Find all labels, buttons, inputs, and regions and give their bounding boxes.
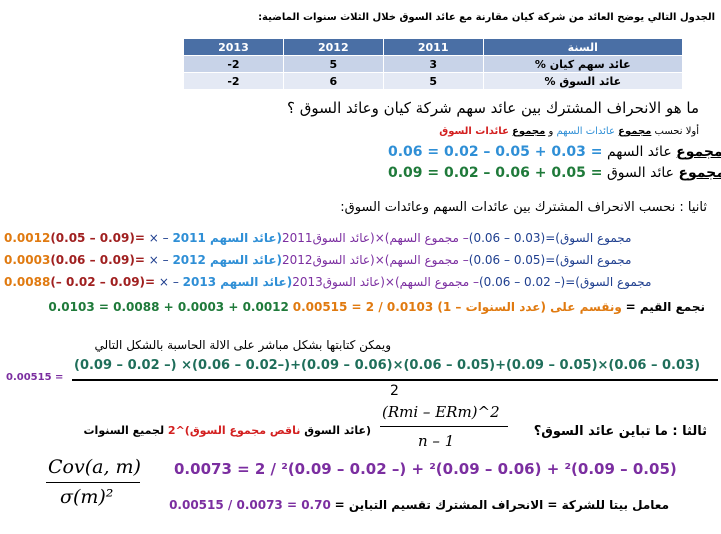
question-1: ما هو الانحراف المشترك بين عائد سهم شركة… <box>287 99 699 117</box>
cov-stock-diff: – مجموع السوق)=(0.05 – 0.06) <box>162 253 632 267</box>
stock-sum-word: مجموع <box>676 144 721 160</box>
cov-mid: – مجموع السهم)×(عائد السوق2012 <box>282 253 469 267</box>
header-2013: 2013 <box>183 38 284 56</box>
intro-text: الجدول التالي يوضح العائد من شركة كيان م… <box>258 12 715 23</box>
stock-sum-line: 0.06 = 0.02 – 0.05 + 0.03 = عائد السهم م… <box>388 144 721 160</box>
table-cell: -2 <box>183 72 284 90</box>
cov-start: (عائد السهم 2011 <box>172 231 283 245</box>
sum-label: نجمع القيم = <box>625 300 705 314</box>
market-sum-label: عائد السوق <box>606 165 674 181</box>
variance-expr: 0.0073 = 2 / ²(0.09 – 0.02 –) + ²(0.09 –… <box>174 460 677 478</box>
cov-result: 0.0012 <box>4 231 51 245</box>
stock-sum-label: عائد السهم <box>606 144 672 160</box>
variance-desc-b: ناقص <box>269 424 301 437</box>
table-row: -2 5 3 عائد سهم كيان % <box>183 55 684 73</box>
header-year: السنة <box>482 38 684 56</box>
first-step-term1: مجموع <box>618 126 652 137</box>
table-header-row: 2013 2012 2011 السنة <box>183 38 684 56</box>
first-step-label2: عائدات السوق <box>439 126 509 137</box>
first-step-prefix: أولا نحسب <box>654 126 699 137</box>
cov-times: × <box>148 253 159 267</box>
first-step-conj: و <box>548 126 554 137</box>
cov-market-diff: (0.06 – 0.09)= <box>50 253 145 267</box>
direct-denominator: 2 <box>390 383 399 399</box>
table-cell: عائد سهم كيان % <box>482 55 684 73</box>
calc-note: ويمكن كتابتها بشكل مباشر على الالة الحاس… <box>94 338 391 352</box>
cov-mid: – مجموع السهم)×(عائد السوق2011 <box>282 231 469 245</box>
sum-expr: 0.0012 + 0.0003 + 0.0088 = 0.0103 <box>48 300 289 314</box>
cov-stock-diff: – مجموع السوق)=(0.03 – 0.06) <box>162 231 632 245</box>
market-sum-expr: 0.09 = 0.02 – 0.06 + 0.05 = <box>388 165 603 181</box>
table-cell: 3 <box>382 55 484 73</box>
header-2011: 2011 <box>382 38 484 56</box>
sum-line: ونقسم على (عدد السنوات – 1) 0.0103 / 2 =… <box>48 300 705 314</box>
table-cell: عائد السوق % <box>482 72 684 90</box>
cov-stock-diff: – مجموع السوق)=(– 0.02 – 0.06) <box>172 275 652 289</box>
table-cell: -2 <box>183 55 284 73</box>
beta-frac-den: σ(m)² <box>60 486 114 508</box>
variance-frac-bar <box>380 426 508 427</box>
stock-sum-expr: 0.06 = 0.02 – 0.05 + 0.03 = <box>388 144 603 160</box>
variance-desc-c: مجموع السوق)^2 <box>167 424 267 437</box>
question-3: ثالثا : ما تباين عائد السوق؟ <box>533 424 707 439</box>
direct-numerator: (0.09 – 0.02 –) ×(0.06 – 0.02–)+(0.09 – … <box>74 358 701 373</box>
market-sum-word: مجموع <box>678 165 721 181</box>
table-cell: 5 <box>382 72 484 90</box>
market-sum-line: 0.09 = 0.02 – 0.06 + 0.05 = عائد السوق م… <box>388 165 721 181</box>
cov-start: (عائد السهم 2012 <box>172 253 283 267</box>
cov-times: × <box>148 231 159 245</box>
cov-times: × <box>158 275 169 289</box>
variance-frac-num: (Rmi – ERm)^2 <box>382 403 500 421</box>
variance-desc: (عائد السوق ناقص مجموع السوق)^2 لجميع ال… <box>84 424 372 437</box>
first-step-label1: عائدات السهم <box>556 126 615 137</box>
variance-desc-d: لجميع السنوات <box>83 424 165 437</box>
variance-desc-a: (عائد السوق <box>304 424 371 437</box>
variance-frac-den: n – 1 <box>418 432 455 450</box>
cov-result: 0.0003 <box>4 253 51 267</box>
beta-frac-bar <box>46 482 140 483</box>
table-cell: 5 <box>282 55 384 73</box>
cov-row-2012: 0.0003(0.06 – 0.09)= × – مجموع السوق)=(0… <box>4 253 631 267</box>
cov-market-diff: (0.05 – 0.09)= <box>50 231 145 245</box>
beta-line: 0.00515 / 0.0073 = 0.70 معامل بيتا للشرك… <box>169 498 669 512</box>
beta-frac-num: Cov(a, m) <box>48 456 141 478</box>
cov-mid: – مجموع السهم)×(عائد السوق2013 <box>292 275 479 289</box>
cov-row-2011: 0.0012(0.05 – 0.09)= × – مجموع السوق)=(0… <box>4 231 631 245</box>
header-2012: 2012 <box>282 38 384 56</box>
first-step-term2: مجموع <box>512 126 546 137</box>
cov-row-2013: 0.0088(– 0.02 – 0.09)= × – مجموع السوق)=… <box>4 275 651 289</box>
cov-start: (عائد السهم 2013 <box>182 275 293 289</box>
cov-result: 0.0088 <box>4 275 51 289</box>
table-cell: 6 <box>282 72 384 90</box>
fraction-bar <box>72 379 718 381</box>
returns-table: 2013 2012 2011 السنة -2 5 3 عائد سهم كيا… <box>183 38 684 90</box>
cov-market-diff: (– 0.02 – 0.09)= <box>50 275 156 289</box>
beta-expr: 0.00515 / 0.0073 = 0.70 <box>169 498 331 512</box>
table-row: -2 6 5 عائد السوق % <box>183 72 684 90</box>
second-step: ثانيا : نحسب الانحراف المشترك بين عائدات… <box>340 200 707 215</box>
direct-result: 0.00515 = <box>6 372 64 383</box>
sum-tail: ونقسم على (عدد السنوات – 1) 0.0103 / 2 =… <box>292 300 622 314</box>
beta-label: معامل بيتا للشركة = الانحراف المشترك تقس… <box>334 498 669 512</box>
first-step-line: أولا نحسب مجموع عائدات السهم و مجموع عائ… <box>439 126 699 137</box>
